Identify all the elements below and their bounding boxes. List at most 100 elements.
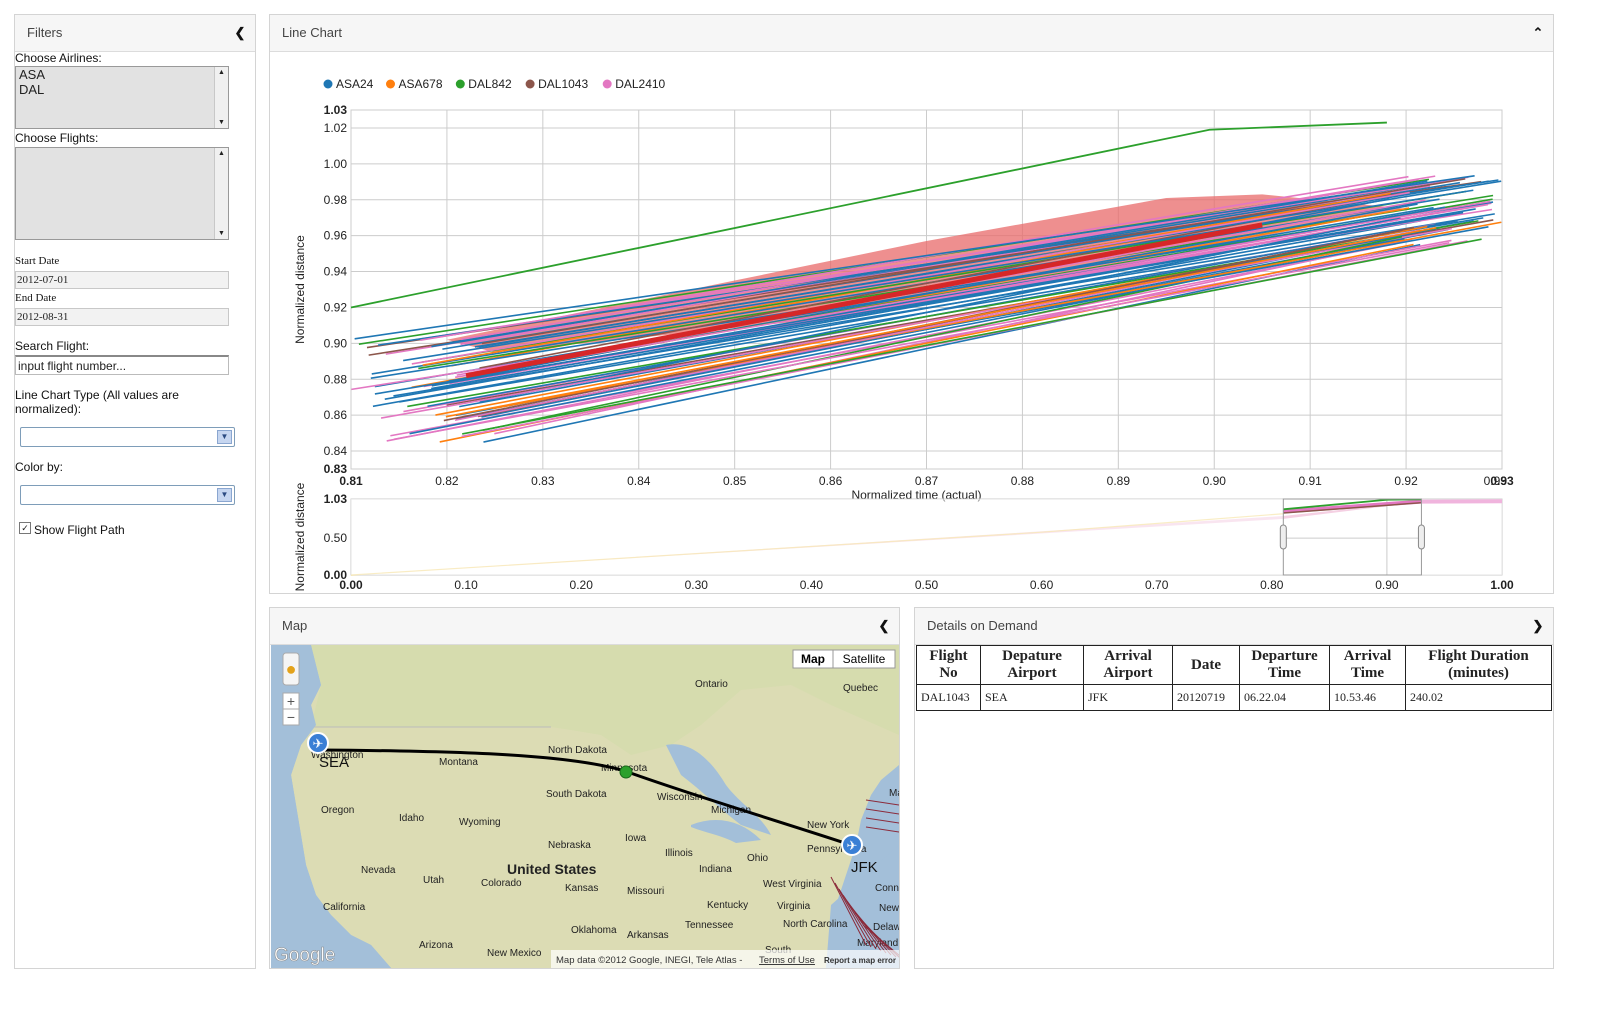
- map-place-label: Indiana: [699, 864, 732, 875]
- series-line: [462, 238, 1482, 435]
- collapse-up-icon[interactable]: ⌃: [1532, 25, 1544, 40]
- zoom-out-button[interactable]: [282, 708, 300, 726]
- table-row[interactable]: DAL1043 SEA JFK 20120719 06.22.04 10.53.…: [916, 684, 1552, 711]
- route-ray: [834, 882, 872, 948]
- map-place-label: North Dakota: [548, 745, 607, 756]
- cell-date: 20120719: [1172, 684, 1240, 711]
- details-panel: Details on Demand ❯ Flight No Depature A…: [914, 607, 1554, 969]
- map-place-label: Tennessee: [685, 920, 734, 931]
- route-ray: [865, 817, 899, 824]
- legend-item[interactable]: DAL842: [455, 77, 512, 91]
- sea-marker: ✈: [307, 732, 329, 754]
- overview-line: [350, 513, 1284, 576]
- airlines-scrollbar[interactable]: ▲ ▼: [214, 67, 228, 128]
- series-line: [474, 180, 1502, 348]
- map-place-label: Ohio: [747, 853, 769, 864]
- map-svg[interactable]: Ontario Quebec Washington Montana North Dako…: [271, 645, 899, 968]
- scroll-up-icon[interactable]: ▲: [218, 150, 225, 157]
- cell-flight-no: DAL1043: [916, 684, 981, 711]
- map-place-label: Oklahoma: [571, 925, 617, 936]
- overview-x-tick-label: 0.60: [1030, 578, 1054, 592]
- start-date-field[interactable]: 2012-07-01: [15, 271, 229, 289]
- pegman-control[interactable]: [282, 652, 300, 686]
- legend-label: ASA678: [399, 77, 443, 91]
- collapse-left-icon[interactable]: ❮: [234, 25, 246, 40]
- col-date[interactable]: Date: [1172, 645, 1240, 685]
- line-chart-svg[interactable]: ASA24 ASA678 DAL842 DAL1043 DAL2410 0.81 0.82…: [270, 52, 1553, 594]
- search-label: Search Flight:: [15, 339, 90, 353]
- show-flight-path-checkbox[interactable]: ✓: [19, 522, 31, 534]
- col-flight-duration[interactable]: Flight Duration (minutes): [1405, 645, 1552, 685]
- y-tick-label: 1.00: [324, 157, 348, 171]
- airlines-listbox[interactable]: ASA DAL ▲ ▼: [15, 66, 229, 129]
- overview-x-tick-label: 0.00: [339, 578, 363, 592]
- series-line: [380, 227, 1453, 419]
- series-line: [431, 180, 1428, 348]
- map-place-label: Wyoming: [459, 817, 501, 828]
- y-tick-label: 0.96: [324, 229, 348, 243]
- map-place-label: Delaw: [873, 922, 899, 933]
- line-chart-panel: Line Chart ⌃ ASA24 ASA678 DAL842 DAL1043 DAL…: [269, 14, 1554, 594]
- col-departure-time[interactable]: Departure Time: [1239, 645, 1330, 685]
- flights-listbox[interactable]: ▲ ▼: [15, 147, 229, 240]
- map-view[interactable]: Ontario Quebec Washington Montana North Dako…: [271, 645, 899, 968]
- legend-swatch: [386, 79, 395, 89]
- scroll-down-icon[interactable]: ▼: [218, 119, 225, 126]
- brush-handle[interactable]: [1417, 524, 1425, 550]
- details-header: Details on Demand ❯: [915, 608, 1553, 645]
- x-tick-label: 0.89: [1107, 474, 1131, 488]
- scroll-down-icon[interactable]: ▼: [218, 230, 225, 237]
- y-tick-label: 0.86: [324, 408, 348, 422]
- chevron-down-icon[interactable]: ▼: [217, 488, 232, 502]
- terms-link[interactable]: Terms of Use: [759, 955, 815, 966]
- x-tick-label: 0.84: [627, 474, 651, 488]
- legend-item[interactable]: ASA24: [323, 77, 374, 91]
- map-place-label: Illinois: [665, 848, 693, 859]
- brush-handle[interactable]: [1279, 524, 1287, 550]
- col-arrival-airport[interactable]: Arrival Airport: [1083, 645, 1173, 685]
- col-departure-airport[interactable]: Depature Airport: [980, 645, 1084, 685]
- attribution-bar: [551, 950, 899, 968]
- legend-swatch: [455, 79, 465, 89]
- legend-swatch: [323, 79, 333, 89]
- scroll-up-icon[interactable]: ▲: [218, 69, 225, 76]
- x-tick-label: 0.82: [435, 474, 459, 488]
- series-line: [354, 174, 1475, 340]
- y-axis-label: Normalized distance: [293, 235, 307, 344]
- search-flight-input[interactable]: input flight number...: [15, 355, 229, 375]
- col-arrival-time[interactable]: Arrival Time: [1329, 645, 1406, 685]
- collapse-left-icon[interactable]: ❮: [878, 618, 890, 633]
- airplane-icon: ✈: [313, 736, 324, 751]
- chart-type-select[interactable]: ▼: [20, 427, 235, 447]
- cell-departure-time: 06.22.04: [1239, 684, 1330, 711]
- x-tick-label: 0.85: [723, 474, 747, 488]
- airlines-label: Choose Airlines:: [15, 51, 102, 65]
- aircraft-position-marker: [619, 765, 633, 779]
- color-by-select[interactable]: ▼: [20, 485, 235, 505]
- chevron-down-icon[interactable]: ▼: [217, 430, 232, 444]
- overview-x-tick-label: 0.50: [915, 578, 939, 592]
- route-ray: [865, 808, 899, 815]
- end-date-field[interactable]: 2012-08-31: [15, 308, 229, 326]
- legend-item[interactable]: DAL1043: [525, 77, 589, 91]
- color-by-label: Color by:: [15, 460, 64, 474]
- legend-item[interactable]: ASA678: [386, 77, 443, 91]
- y-tick-label: 0.88: [324, 372, 348, 386]
- satellite-type-button[interactable]: [832, 649, 896, 669]
- map-place-label: Iowa: [625, 833, 647, 844]
- map-button-label: Map: [801, 652, 825, 666]
- col-flight-no[interactable]: Flight No: [916, 645, 981, 685]
- legend-label: DAL842: [468, 77, 512, 91]
- flights-scrollbar[interactable]: ▲ ▼: [214, 148, 228, 239]
- airline-option-dal[interactable]: DAL: [19, 82, 45, 97]
- airline-option-asa[interactable]: ASA: [19, 67, 46, 82]
- map-place-label: Idaho: [399, 813, 424, 824]
- line-chart-header: Line Chart ⌃: [270, 15, 1553, 52]
- legend-item[interactable]: DAL2410: [602, 77, 666, 91]
- overview-x-tick-label: 0.10: [454, 578, 478, 592]
- legend-label: ASA24: [336, 77, 374, 91]
- cell-arrival-time: 10.53.46: [1329, 684, 1406, 711]
- report-error-link[interactable]: Report a map error: [824, 956, 896, 965]
- x-tick-label: 0.93: [1484, 474, 1508, 488]
- expand-right-icon[interactable]: ❯: [1532, 618, 1544, 633]
